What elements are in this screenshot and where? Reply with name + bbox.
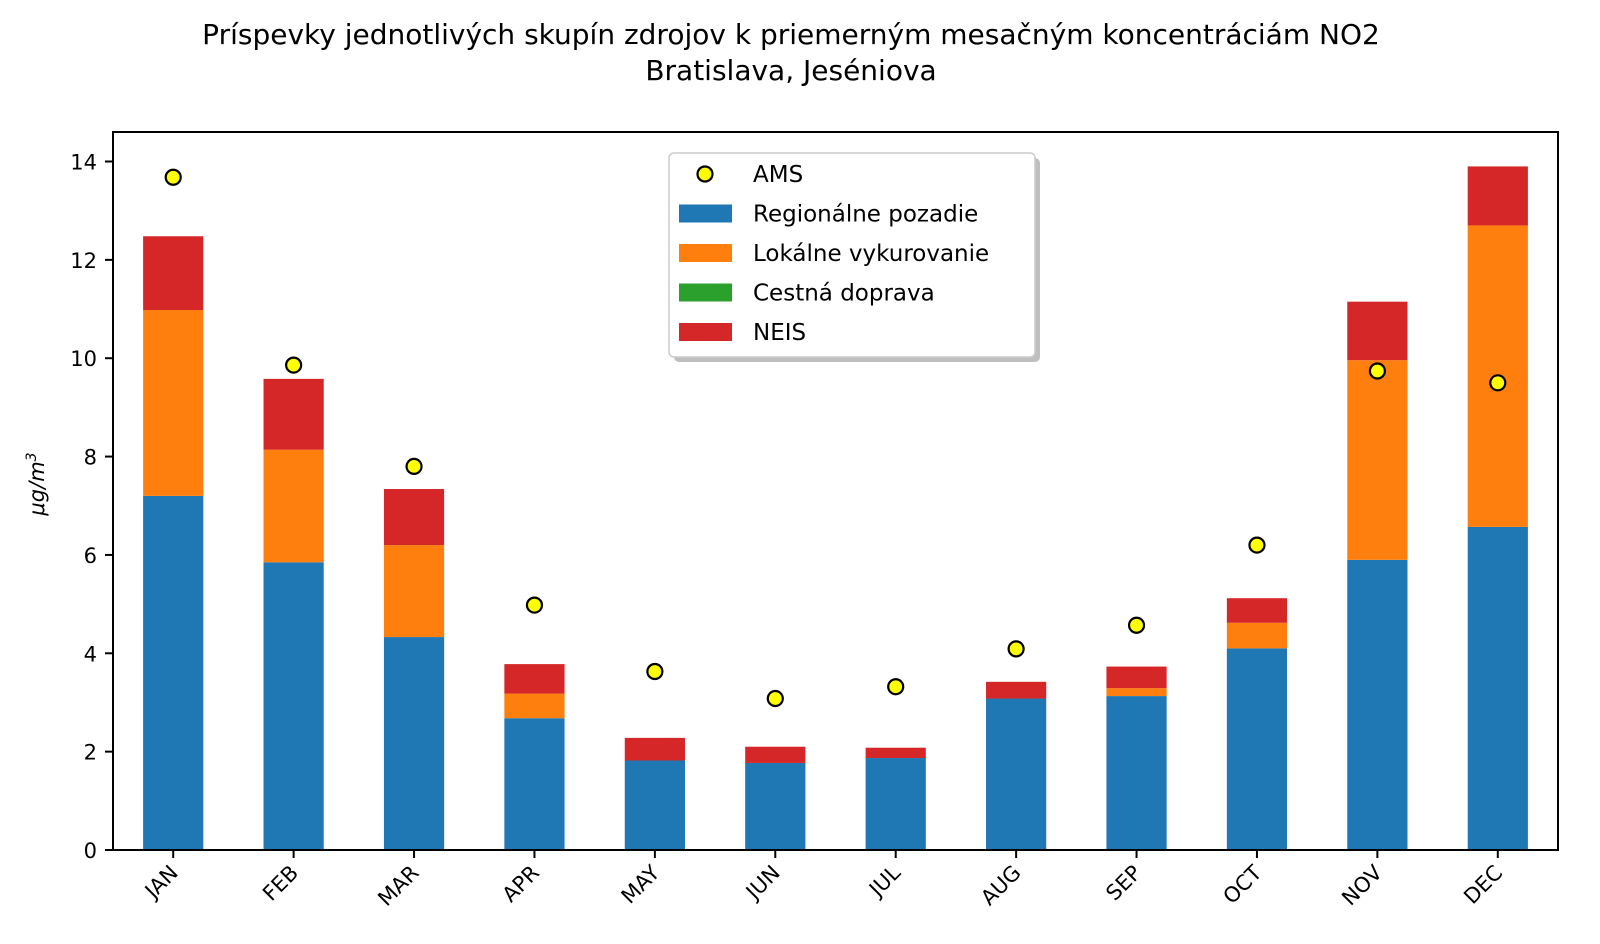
- bar-lokalne-vykurovanie-apr: [504, 693, 565, 719]
- y-axis-label-superscript: 3: [24, 452, 40, 461]
- y-tick-label-4: 4: [84, 642, 97, 666]
- legend-box: [668, 152, 1036, 358]
- bar-lokalne-vykurovanie-mar: [383, 545, 445, 638]
- y-tick-label-0: 0: [84, 839, 97, 863]
- point-ams-jun: [766, 689, 784, 708]
- legend-label-cestna-doprava: Cestná doprava: [753, 281, 935, 307]
- bars-layer: [143, 166, 1528, 850]
- points-layer: [164, 168, 1507, 708]
- bar-regionalne-pozadie-jul: [865, 758, 926, 850]
- legend-label-regionalne-pozadie: Regionálne pozadie: [753, 202, 978, 228]
- point-ams-dec: [1489, 374, 1507, 392]
- bar-neis-dec: [1467, 166, 1528, 226]
- legend-swatch-neis: [679, 323, 732, 341]
- point-ams-feb: [285, 356, 303, 374]
- legend: AMS Regionálne pozadie Lokálne vykurovanie…: [668, 152, 1040, 362]
- y-tick-label-12: 12: [70, 249, 97, 273]
- chart-title: Príspevky jednotlivých skupín zdrojov k …: [202, 18, 1380, 51]
- bar-regionalne-pozadie-apr: [504, 718, 565, 850]
- chart-subtitle: Bratislava, Jeséniova: [645, 54, 936, 87]
- y-tick-label-6: 6: [84, 544, 97, 568]
- point-ams-sep: [1127, 616, 1146, 634]
- bar-neis-aug: [986, 681, 1047, 699]
- bar-regionalne-pozadie-sep: [1106, 696, 1167, 850]
- bar-regionalne-pozadie-feb: [263, 562, 324, 850]
- plot-frame: [112, 131, 1559, 851]
- bar-regionalne-pozadie-oct: [1226, 648, 1288, 850]
- point-ams-may: [646, 662, 664, 681]
- bar-neis-nov: [1347, 301, 1408, 361]
- legend-label-ams: AMS: [753, 162, 803, 188]
- bar-regionalne-pozadie-mar: [383, 637, 445, 850]
- legend-marker-ams: [696, 165, 714, 183]
- bar-neis-apr: [504, 664, 565, 694]
- svg-text:μg/m3: μg/m3: [24, 452, 49, 516]
- point-ams-jul: [887, 678, 905, 696]
- bar-lokalne-vykurovanie-feb: [263, 449, 324, 563]
- point-ams-oct: [1248, 536, 1266, 554]
- point-ams-aug: [1007, 640, 1025, 658]
- y-tick-label-8: 8: [84, 446, 97, 470]
- bar-regionalne-pozadie-jun: [745, 762, 806, 850]
- bar-regionalne-pozadie-may: [624, 760, 685, 850]
- y-tick-label-10: 10: [70, 347, 97, 371]
- bar-regionalne-pozadie-jan: [143, 495, 204, 850]
- bar-neis-oct: [1226, 598, 1288, 623]
- bar-neis-feb: [263, 378, 324, 450]
- bar-neis-jun: [745, 746, 806, 763]
- bar-lokalne-vykurovanie-nov: [1347, 360, 1408, 560]
- bar-regionalne-pozadie-aug: [986, 698, 1047, 850]
- bar-neis-may: [624, 737, 685, 761]
- y-axis-label-text: μg/m: [25, 461, 49, 516]
- point-ams-apr: [525, 596, 544, 614]
- bar-lokalne-vykurovanie-jan: [143, 310, 204, 496]
- point-ams-mar: [405, 457, 423, 476]
- legend-label-lokalne-vykurovanie: Lokálne vykurovanie: [753, 241, 989, 267]
- bar-neis-sep: [1106, 666, 1167, 689]
- legend-swatch-cestna-doprava: [679, 283, 732, 302]
- y-tick-label-2: 2: [84, 741, 97, 765]
- bar-lokalne-vykurovanie-sep: [1106, 688, 1167, 697]
- y-axis-label: μg/m3: [24, 452, 49, 516]
- legend-label-neis: NEIS: [753, 320, 806, 346]
- bar-lokalne-vykurovanie-oct: [1226, 622, 1288, 649]
- y-tick-label-14: 14: [70, 151, 97, 175]
- bar-regionalne-pozadie-nov: [1347, 559, 1408, 850]
- bar-regionalne-pozadie-dec: [1467, 526, 1528, 850]
- legend-swatch-lokalne-vykurovanie: [679, 244, 732, 262]
- bar-neis-jan: [143, 236, 204, 311]
- legend-swatch-regionalne-pozadie: [679, 204, 732, 223]
- bar-neis-mar: [383, 489, 445, 546]
- point-ams-nov: [1368, 362, 1386, 380]
- bar-neis-jul: [865, 747, 926, 759]
- point-ams-jan: [164, 168, 182, 186]
